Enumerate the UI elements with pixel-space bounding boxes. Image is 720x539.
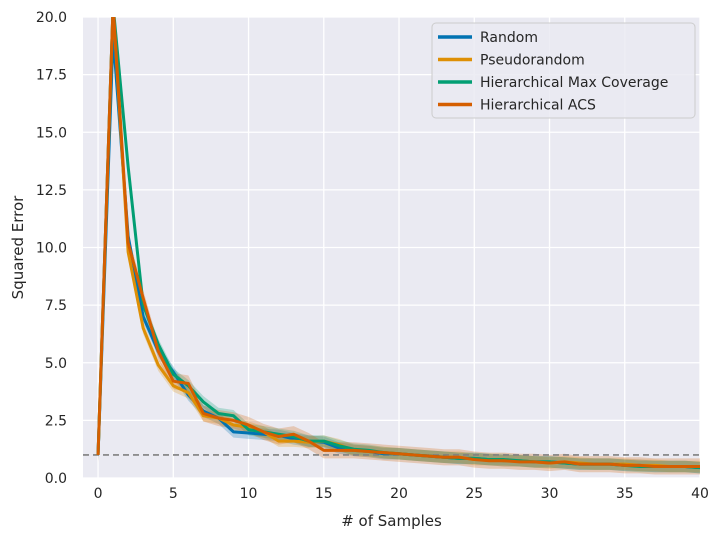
y-tick-label: 20.0 (36, 10, 67, 26)
x-tick-label: 40 (691, 486, 709, 502)
legend-box (431, 22, 696, 119)
legend-entry: Hierarchical Max Coverage (480, 75, 668, 91)
y-tick-label: 2.5 (45, 413, 67, 429)
series-line (96, 17, 700, 468)
x-axis-label: # of Samples (341, 512, 442, 530)
x-tick-label: 0 (94, 486, 103, 502)
x-tick-label: 10 (240, 486, 258, 502)
legend: Random Pseudorandom Hierarchical Max Cover… (431, 22, 696, 119)
legend-entry: Random (480, 30, 538, 46)
x-tick-label: 20 (390, 486, 408, 502)
y-tick-label: 17.5 (36, 68, 67, 84)
x-tick-label: 5 (169, 486, 178, 502)
y-tick-label: 5.0 (45, 356, 67, 372)
legend-entry: Pseudorandom (480, 53, 585, 69)
x-tick-label: 35 (616, 486, 634, 502)
series-lines (96, 17, 700, 470)
y-tick-label: 7.5 (45, 298, 67, 314)
legend-entry: Hierarchical ACS (480, 98, 596, 114)
y-tick-label: 15.0 (36, 125, 67, 141)
x-tick-labels: 0 5 10 15 20 25 30 35 40 (94, 486, 709, 502)
x-tick-label: 25 (465, 486, 483, 502)
x-tick-label: 30 (541, 486, 559, 502)
y-tick-labels: 0.0 2.5 5.0 7.5 10.0 12.5 15.0 17.5 20.0 (36, 10, 67, 487)
y-tick-label: 12.5 (36, 183, 67, 199)
y-tick-label: 0.0 (45, 471, 67, 487)
y-tick-label: 10.0 (36, 241, 67, 257)
x-tick-label: 15 (315, 486, 333, 502)
y-axis-label: Squared Error (9, 195, 27, 299)
